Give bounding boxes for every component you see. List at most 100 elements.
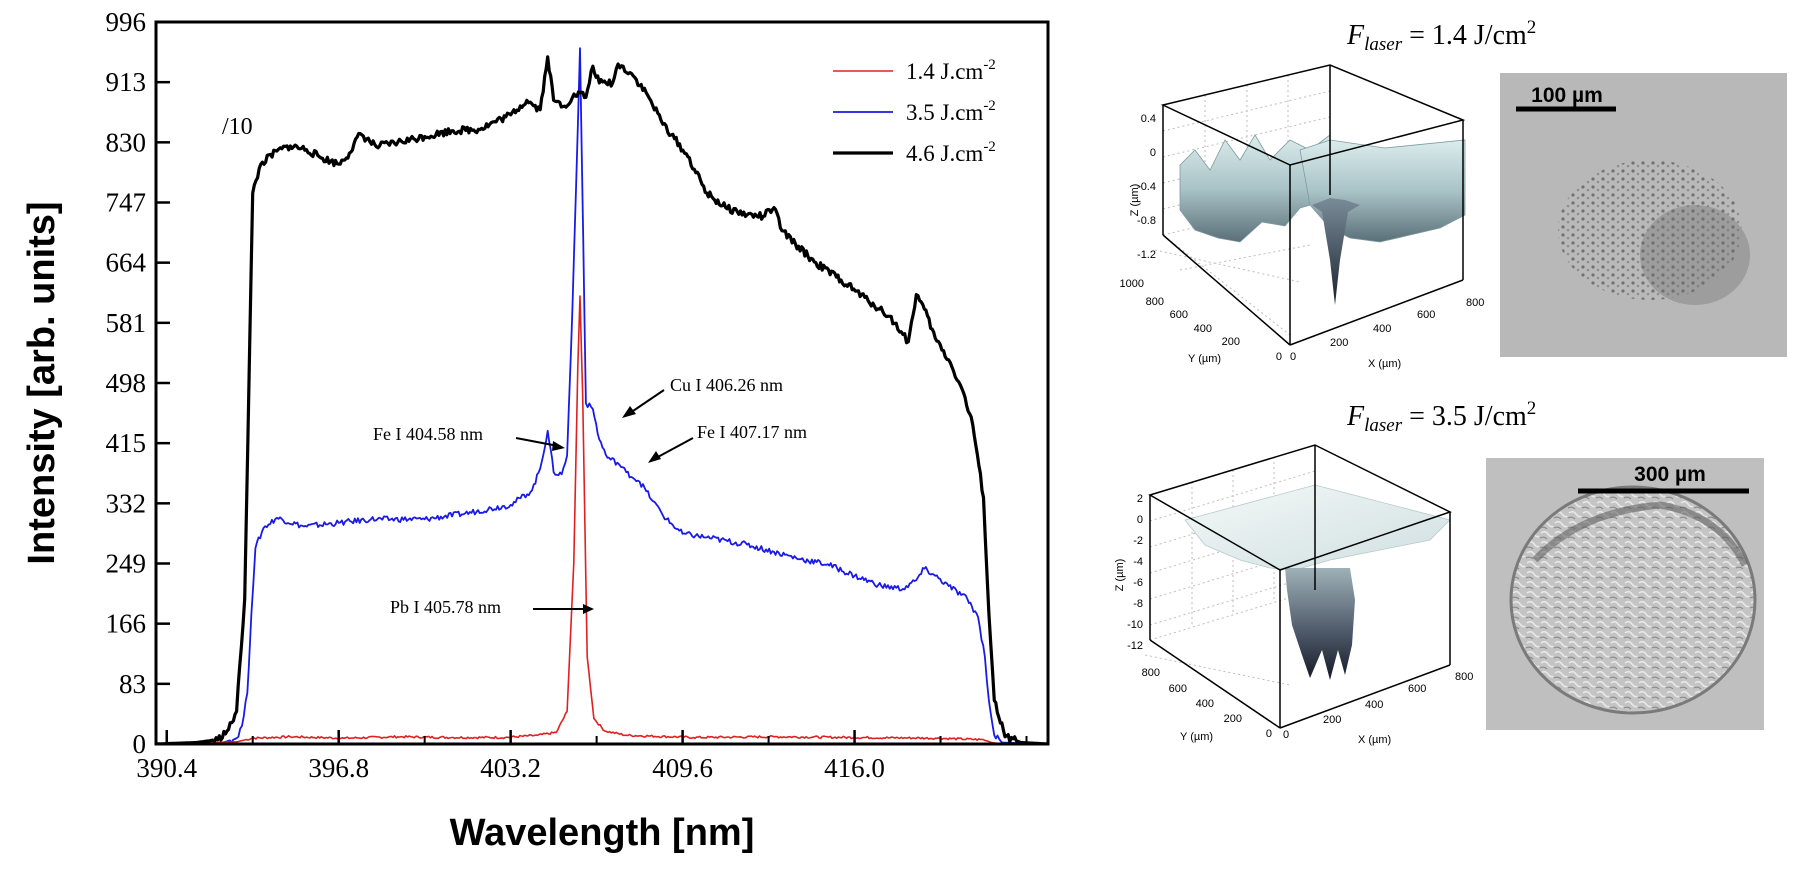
svg-text:800: 800: [1455, 671, 1473, 683]
arrowhead-cu-406: [622, 406, 636, 418]
surface-plot-top: Z (µm) 0.4 0 -0.4 -0.8 -1.2 1000 800 600…: [1120, 64, 1484, 370]
svg-text:0.4: 0.4: [1141, 113, 1156, 125]
svg-text:600: 600: [1408, 683, 1426, 695]
surface-top-y-label: Y (µm): [1188, 353, 1221, 365]
micrograph-top-damage: [1558, 160, 1742, 300]
panel-top: Flaser = 1.4 J/cm2: [1120, 17, 1787, 370]
panel-top-title-sub: laser: [1364, 34, 1403, 55]
svg-text:-2: -2: [1133, 535, 1143, 547]
micrograph-top: 100 µm: [1500, 73, 1787, 357]
y-tick-label: 83: [119, 669, 146, 699]
y-tick-label: 830: [106, 127, 147, 157]
x-ticks: 390.4 396.8 403.2 409.6 416.0: [136, 730, 1028, 783]
svg-text:0: 0: [1150, 147, 1156, 159]
svg-text:400: 400: [1194, 323, 1212, 335]
y-ticks: 0 83 166 249 332 415 498 581 664 747 830 913 996: [106, 7, 170, 759]
surface-bottom-y-ticks: 800 600 400 200 0: [1142, 667, 1272, 740]
panel-top-title-rest: = 1.4 J/cm: [1402, 20, 1527, 51]
arrowhead-fe-407: [648, 451, 661, 463]
surface-bottom-x-ticks: 0 200 400 600 800: [1283, 671, 1473, 741]
surface-top-z-ticks: 0.4 0 -0.4 -0.8 -1.2: [1137, 113, 1156, 261]
svg-text:600: 600: [1170, 309, 1188, 321]
surface-bottom-y-label: Y (µm): [1180, 731, 1213, 743]
annotation-cu-406: Cu I 406.26 nm: [670, 375, 783, 395]
panel-bottom-title: Flaser = 3.5 J/cm2: [1346, 398, 1536, 436]
svg-text:0: 0: [1283, 729, 1289, 741]
panel-top-title: Flaser = 1.4 J/cm2: [1346, 17, 1536, 55]
svg-text:600: 600: [1169, 683, 1187, 695]
series-line-2: [156, 47, 1048, 744]
y-tick-label: 913: [106, 67, 147, 97]
arrow-cu-406: [629, 389, 665, 414]
surface-top-z-label: Z (µm): [1129, 184, 1141, 217]
surface-top-y-ticks: 1000 800 600 400 200 0: [1120, 278, 1282, 363]
y-tick-label: 249: [106, 549, 147, 579]
micrograph-bottom-rim: [1532, 501, 1749, 567]
x-tick-label: 390.4: [136, 753, 197, 783]
y-tick-label: 498: [106, 368, 147, 398]
svg-text:400: 400: [1373, 323, 1391, 335]
surface-top-box: [1160, 64, 1466, 346]
svg-text:-8: -8: [1133, 598, 1143, 610]
x-tick-label: 403.2: [480, 753, 541, 783]
y-tick-label: 166: [106, 609, 147, 639]
y-tick-label: 415: [106, 428, 147, 458]
micrograph-bottom: 300 µm: [1486, 458, 1764, 730]
legend-label-1: 1.4 J.cm-2: [906, 57, 996, 84]
panel-top-title-sup: 2: [1527, 17, 1537, 38]
svg-text:200: 200: [1222, 336, 1240, 348]
surface-top-x-label: X (µm): [1368, 358, 1401, 370]
y-tick-label: 581: [106, 308, 147, 338]
svg-text:0: 0: [1290, 351, 1296, 363]
surface-bottom-x-label: X (µm): [1358, 734, 1391, 746]
x-tick-label: 416.0: [824, 753, 885, 783]
y-tick-label: 996: [106, 7, 147, 37]
svg-text:-1.2: -1.2: [1137, 249, 1156, 261]
x-tick-label: 396.8: [308, 753, 369, 783]
svg-text:800: 800: [1466, 297, 1484, 309]
surface-bottom-crater: [1285, 568, 1355, 680]
series-layer: [156, 47, 1048, 744]
spectrum-chart: 390.4 396.8 403.2 409.6 416.0 0 83 166 249 332 41…: [21, 7, 1050, 854]
y-axis-label: Intensity [arb. units]: [21, 201, 63, 564]
micrograph-top-scale-label: 100 µm: [1531, 84, 1603, 107]
series-line-1: [156, 295, 1048, 744]
svg-text:0: 0: [1137, 514, 1143, 526]
surface-top-crater: [1312, 198, 1360, 305]
panel-bottom: Flaser = 3.5 J/cm2: [1114, 398, 1764, 746]
panel-bottom-title-sub: laser: [1364, 415, 1403, 436]
annotation-divide-by-ten: /10: [222, 114, 253, 140]
arrowhead-pb-405: [583, 604, 594, 614]
annotation-fe-404: Fe I 404.58 nm: [373, 424, 483, 444]
panel-top-title-f: F: [1346, 20, 1365, 51]
arrowhead-fe-404: [552, 441, 565, 451]
svg-text:1000: 1000: [1120, 278, 1144, 290]
legend-label-3: 4.6 J.cm-2: [906, 139, 996, 166]
y-tick-label: 0: [133, 729, 147, 759]
svg-text:0: 0: [1276, 351, 1282, 363]
svg-text:-0.8: -0.8: [1137, 215, 1156, 227]
svg-text:400: 400: [1196, 698, 1214, 710]
svg-text:-10: -10: [1127, 619, 1143, 631]
svg-text:0: 0: [1266, 728, 1272, 740]
panel-bottom-title-f: F: [1346, 401, 1365, 432]
svg-text:200: 200: [1323, 714, 1341, 726]
annotation-pb-405: Pb I 405.78 nm: [390, 597, 501, 617]
svg-text:200: 200: [1330, 337, 1348, 349]
svg-text:800: 800: [1142, 667, 1160, 679]
x-axis-label: Wavelength [nm]: [450, 812, 755, 854]
surface-bottom-mesh: [1184, 484, 1451, 571]
annotation-fe-407: Fe I 407.17 nm: [697, 422, 807, 442]
micrograph-top-damage-core: [1640, 205, 1750, 305]
surface-bottom-z-ticks: 2 0 -2 -4 -6 -8 -10 -12: [1127, 493, 1143, 652]
svg-text:600: 600: [1417, 309, 1435, 321]
surface-plot-bottom: Z (µm) 2 0 -2 -4 -6 -8 -10 -12 800 600 4…: [1114, 444, 1473, 746]
svg-text:400: 400: [1365, 699, 1383, 711]
y-tick-label: 747: [106, 188, 147, 218]
legend: 1.4 J.cm-2 3.5 J.cm-2 4.6 J.cm-2: [833, 57, 996, 166]
micrograph-bottom-crater: [1509, 485, 1757, 715]
svg-text:-4: -4: [1133, 556, 1143, 568]
svg-text:-0.4: -0.4: [1137, 181, 1156, 193]
svg-text:200: 200: [1224, 713, 1242, 725]
